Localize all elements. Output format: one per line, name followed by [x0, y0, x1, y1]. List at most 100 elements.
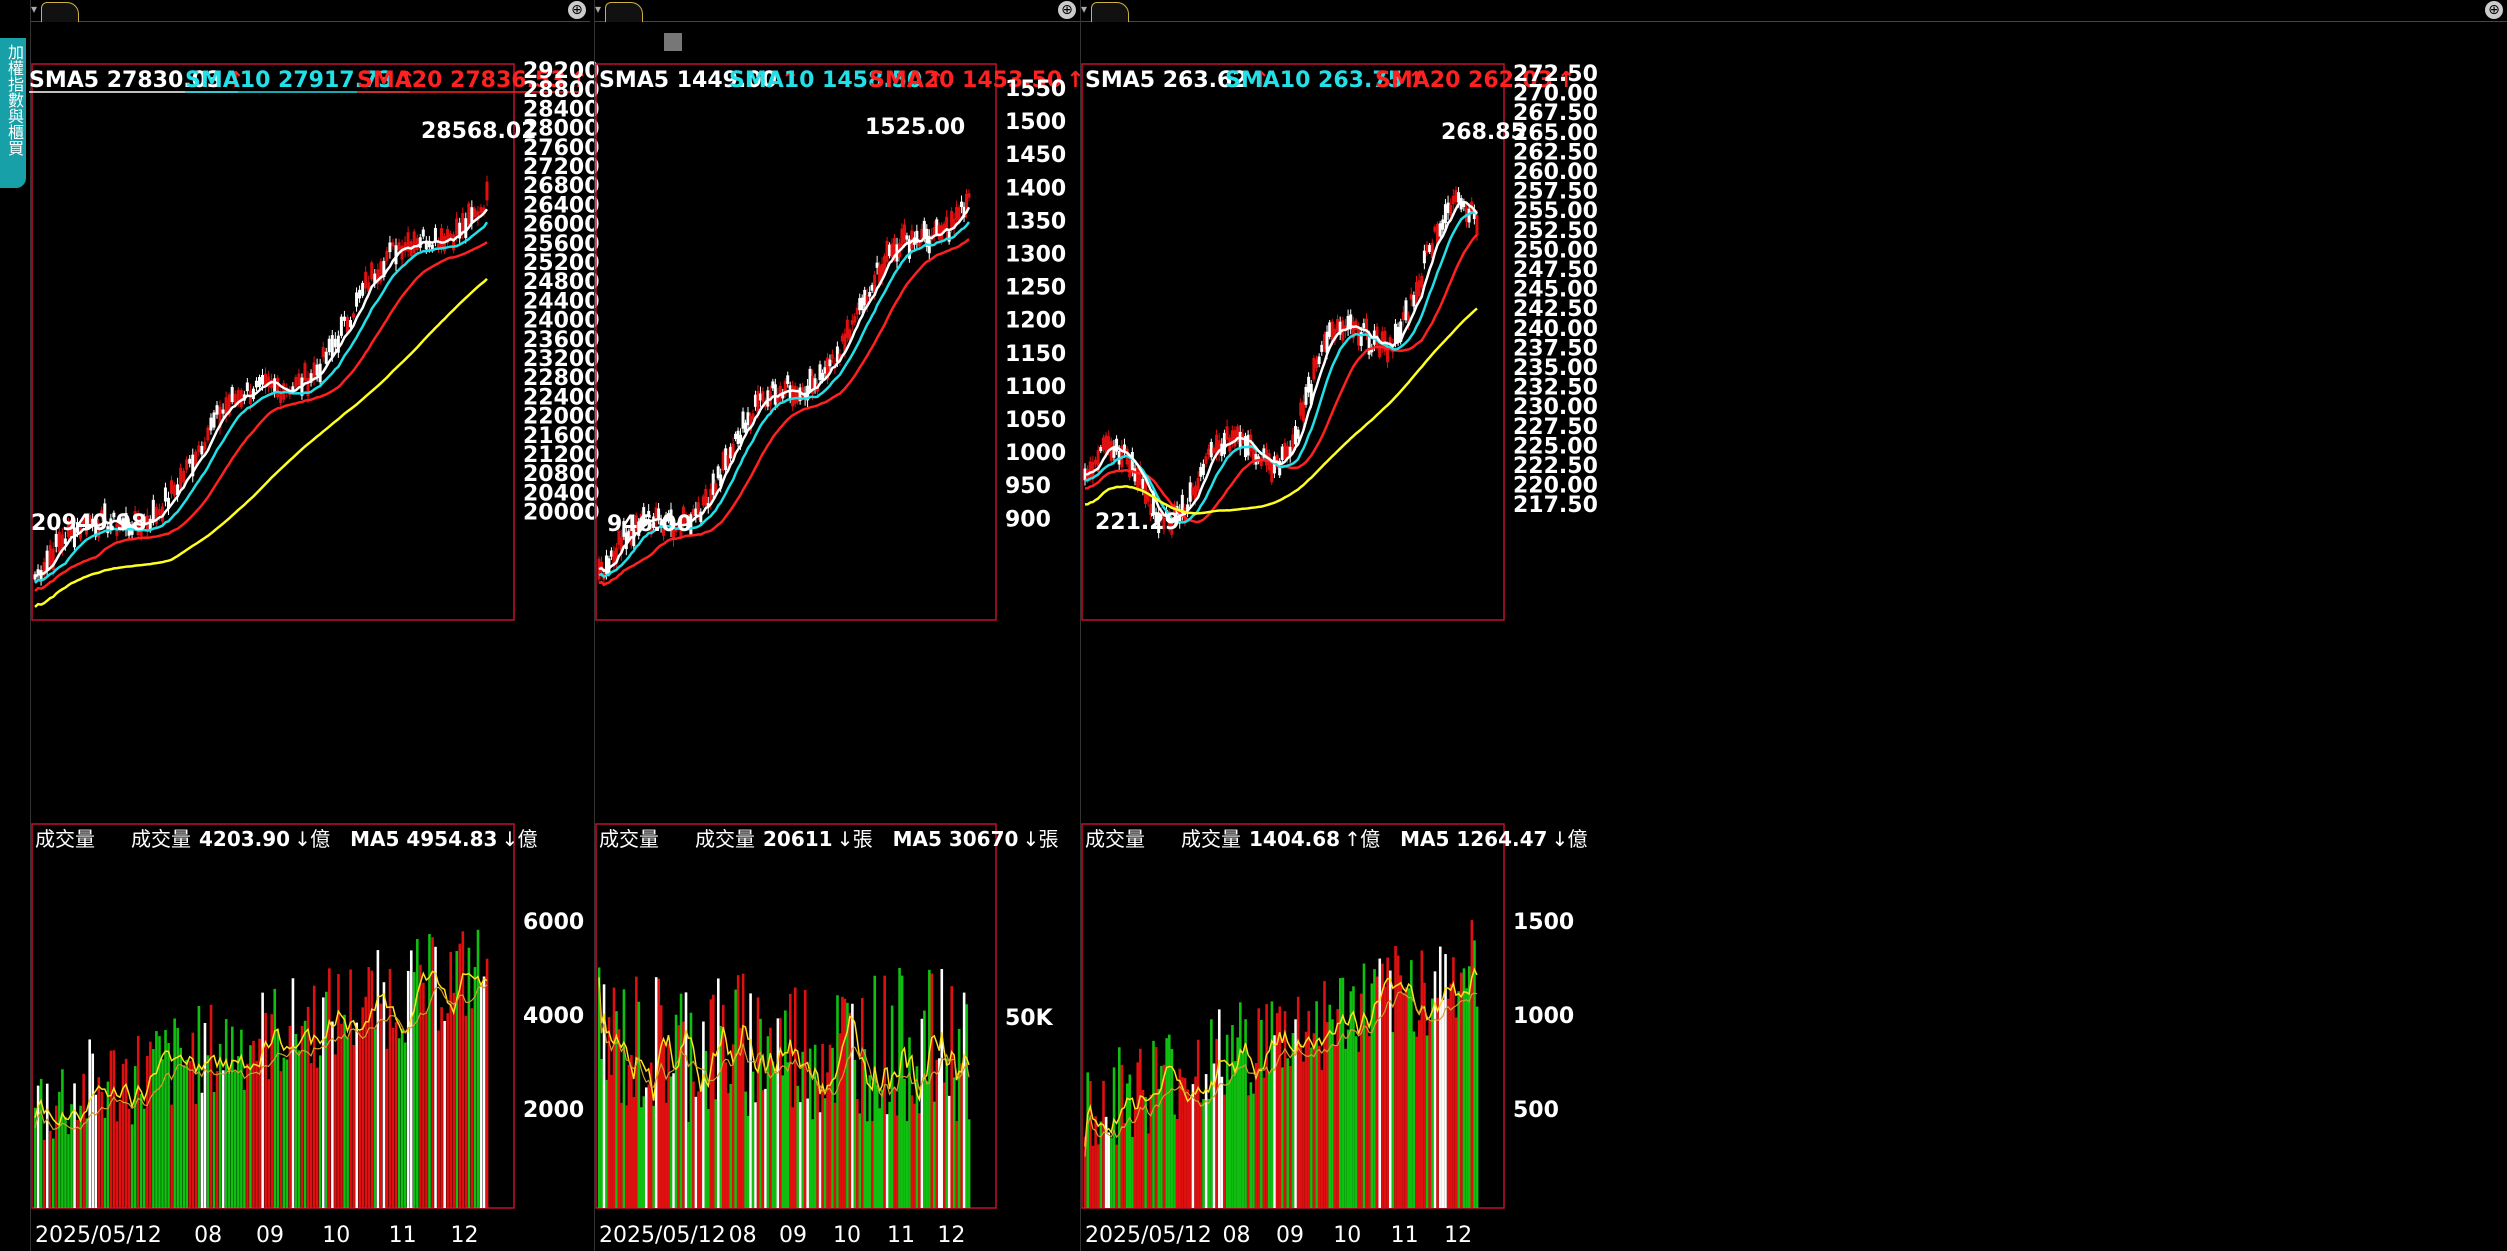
tab-menu-icon[interactable]: ▾ [31, 2, 38, 16]
candle-body [1165, 509, 1169, 518]
tab-technical-analysis[interactable] [1091, 2, 1129, 22]
volume-bar [905, 1121, 909, 1208]
candle-body [1151, 492, 1155, 514]
volume-bar [215, 1071, 219, 1208]
volume-bar [318, 1055, 322, 1208]
candle-body [1209, 441, 1213, 458]
candle-body [907, 239, 911, 259]
candle-body [1088, 461, 1092, 477]
volume-bar [91, 1053, 95, 1208]
ma60-line [34, 277, 488, 608]
candle-body [415, 238, 419, 251]
tab-technical-analysis[interactable] [605, 2, 643, 22]
sma5-line [1084, 200, 1479, 522]
price-chart[interactable]: SMA5 263.62 ↑SMA10 263.75 ↑SMA20 262.03 ↑27… [1081, 0, 1598, 1251]
volume-bar [36, 1085, 40, 1208]
candle-body [388, 242, 392, 253]
price-chart[interactable]: SMA5 27830.03 ↑SMA10 27917.73 ↑SMA20 27836… [29, 0, 600, 1251]
volume-bar [1307, 1010, 1311, 1208]
side-tab-tse-otc[interactable]: 加權指數與櫃買 [0, 38, 26, 188]
candle-body [731, 443, 735, 457]
volume-bar [391, 1027, 395, 1208]
volume-bar [617, 1029, 621, 1208]
price-chart[interactable]: SMA5 1449.00 ↑SMA10 1458.50 ↑SMA20 1453.50… [595, 0, 1085, 1251]
tab-menu-icon[interactable]: ▾ [1081, 2, 1088, 16]
candle-body [133, 511, 137, 520]
candle-body [1157, 512, 1161, 534]
y-tick-label: 1200 [1005, 309, 1066, 334]
volume-bar [1465, 988, 1468, 1208]
y-tick-label: 22400 [523, 385, 600, 410]
volume-bar [1249, 1082, 1253, 1208]
volume-bar [816, 1081, 819, 1208]
zoom-icon[interactable]: ⊕ [568, 1, 586, 19]
volume-bar [1320, 1070, 1324, 1208]
volume-bar [1415, 1036, 1418, 1208]
volume-bar [1323, 981, 1326, 1208]
y-tick-label: 1450 [1005, 143, 1066, 168]
volume-bar [615, 1011, 618, 1208]
volume-bar [1283, 1011, 1287, 1208]
zoom-icon[interactable]: ⊕ [2485, 1, 2503, 19]
candle-body [1128, 459, 1132, 478]
candle-body [1351, 321, 1355, 339]
volume-bar [1331, 1019, 1334, 1208]
volume-bar [146, 1055, 149, 1208]
volume-bar [1102, 1080, 1105, 1208]
volume-bar [1407, 988, 1410, 1208]
volume-bar [1336, 1009, 1339, 1208]
volume-bar [818, 1112, 822, 1208]
candle-body [333, 338, 337, 348]
candle-body [1170, 516, 1174, 535]
y-tick-label: 28800 [523, 78, 600, 103]
volume-bar [479, 983, 483, 1208]
volume-bar [761, 1090, 765, 1208]
panel-2330: ▾ ⊕ SMA5 1449.00 ↑ SMA10 1458.50 ↑ SMA20 145… [594, 0, 1085, 1251]
volume-bar [600, 1058, 603, 1208]
candle-body [1199, 467, 1203, 477]
volume-bar [79, 1105, 82, 1208]
high-price-label: 268.85 [1441, 120, 1526, 145]
volume-label: 成交量 [1181, 827, 1241, 851]
volume-bar [143, 1108, 146, 1208]
volume-bar [476, 929, 480, 1208]
volume-bar [224, 1019, 228, 1208]
candle-body [1472, 209, 1476, 220]
volume-bar [197, 1005, 201, 1208]
volume-ma10-line [598, 987, 970, 1098]
volume-bar [1375, 976, 1379, 1208]
volume-tick-label: 6000 [523, 910, 584, 935]
candle-body [1133, 468, 1137, 482]
volume-bar [704, 1050, 708, 1208]
arrow-down-icon: ↑ [1344, 827, 1361, 851]
volume-bar [33, 1107, 37, 1208]
candle-body [48, 545, 52, 566]
volume-label: 成交量 [695, 827, 755, 851]
volume-bar [962, 992, 966, 1208]
volume-bar [1252, 1093, 1255, 1208]
volume-bar [355, 1022, 358, 1208]
checkbox[interactable] [663, 32, 682, 51]
volume-bar [1352, 986, 1355, 1208]
volume-bar [243, 1089, 246, 1208]
candle-body [130, 526, 134, 535]
candle-body [1446, 202, 1450, 213]
tab-menu-icon[interactable]: ▾ [595, 2, 602, 16]
candle-body [1251, 444, 1255, 462]
legend-sma20: SMA20 262.03 [1375, 68, 1553, 93]
candle-body [604, 555, 608, 574]
volume-bar [379, 1003, 383, 1208]
candle-body [151, 499, 155, 521]
tab-technical-analysis[interactable] [41, 2, 79, 22]
candle-body [200, 446, 204, 455]
volume-bar [836, 995, 839, 1208]
candle-body [1104, 435, 1108, 455]
zoom-icon[interactable]: ⊕ [1058, 1, 1076, 19]
candle-body [467, 203, 471, 225]
volume-bar [789, 993, 792, 1208]
volume-bar [124, 1058, 128, 1208]
candle-body [209, 417, 213, 431]
date-tick-label: 10 [833, 1223, 861, 1248]
candle-body [947, 231, 951, 242]
volume-bar [118, 1102, 122, 1208]
